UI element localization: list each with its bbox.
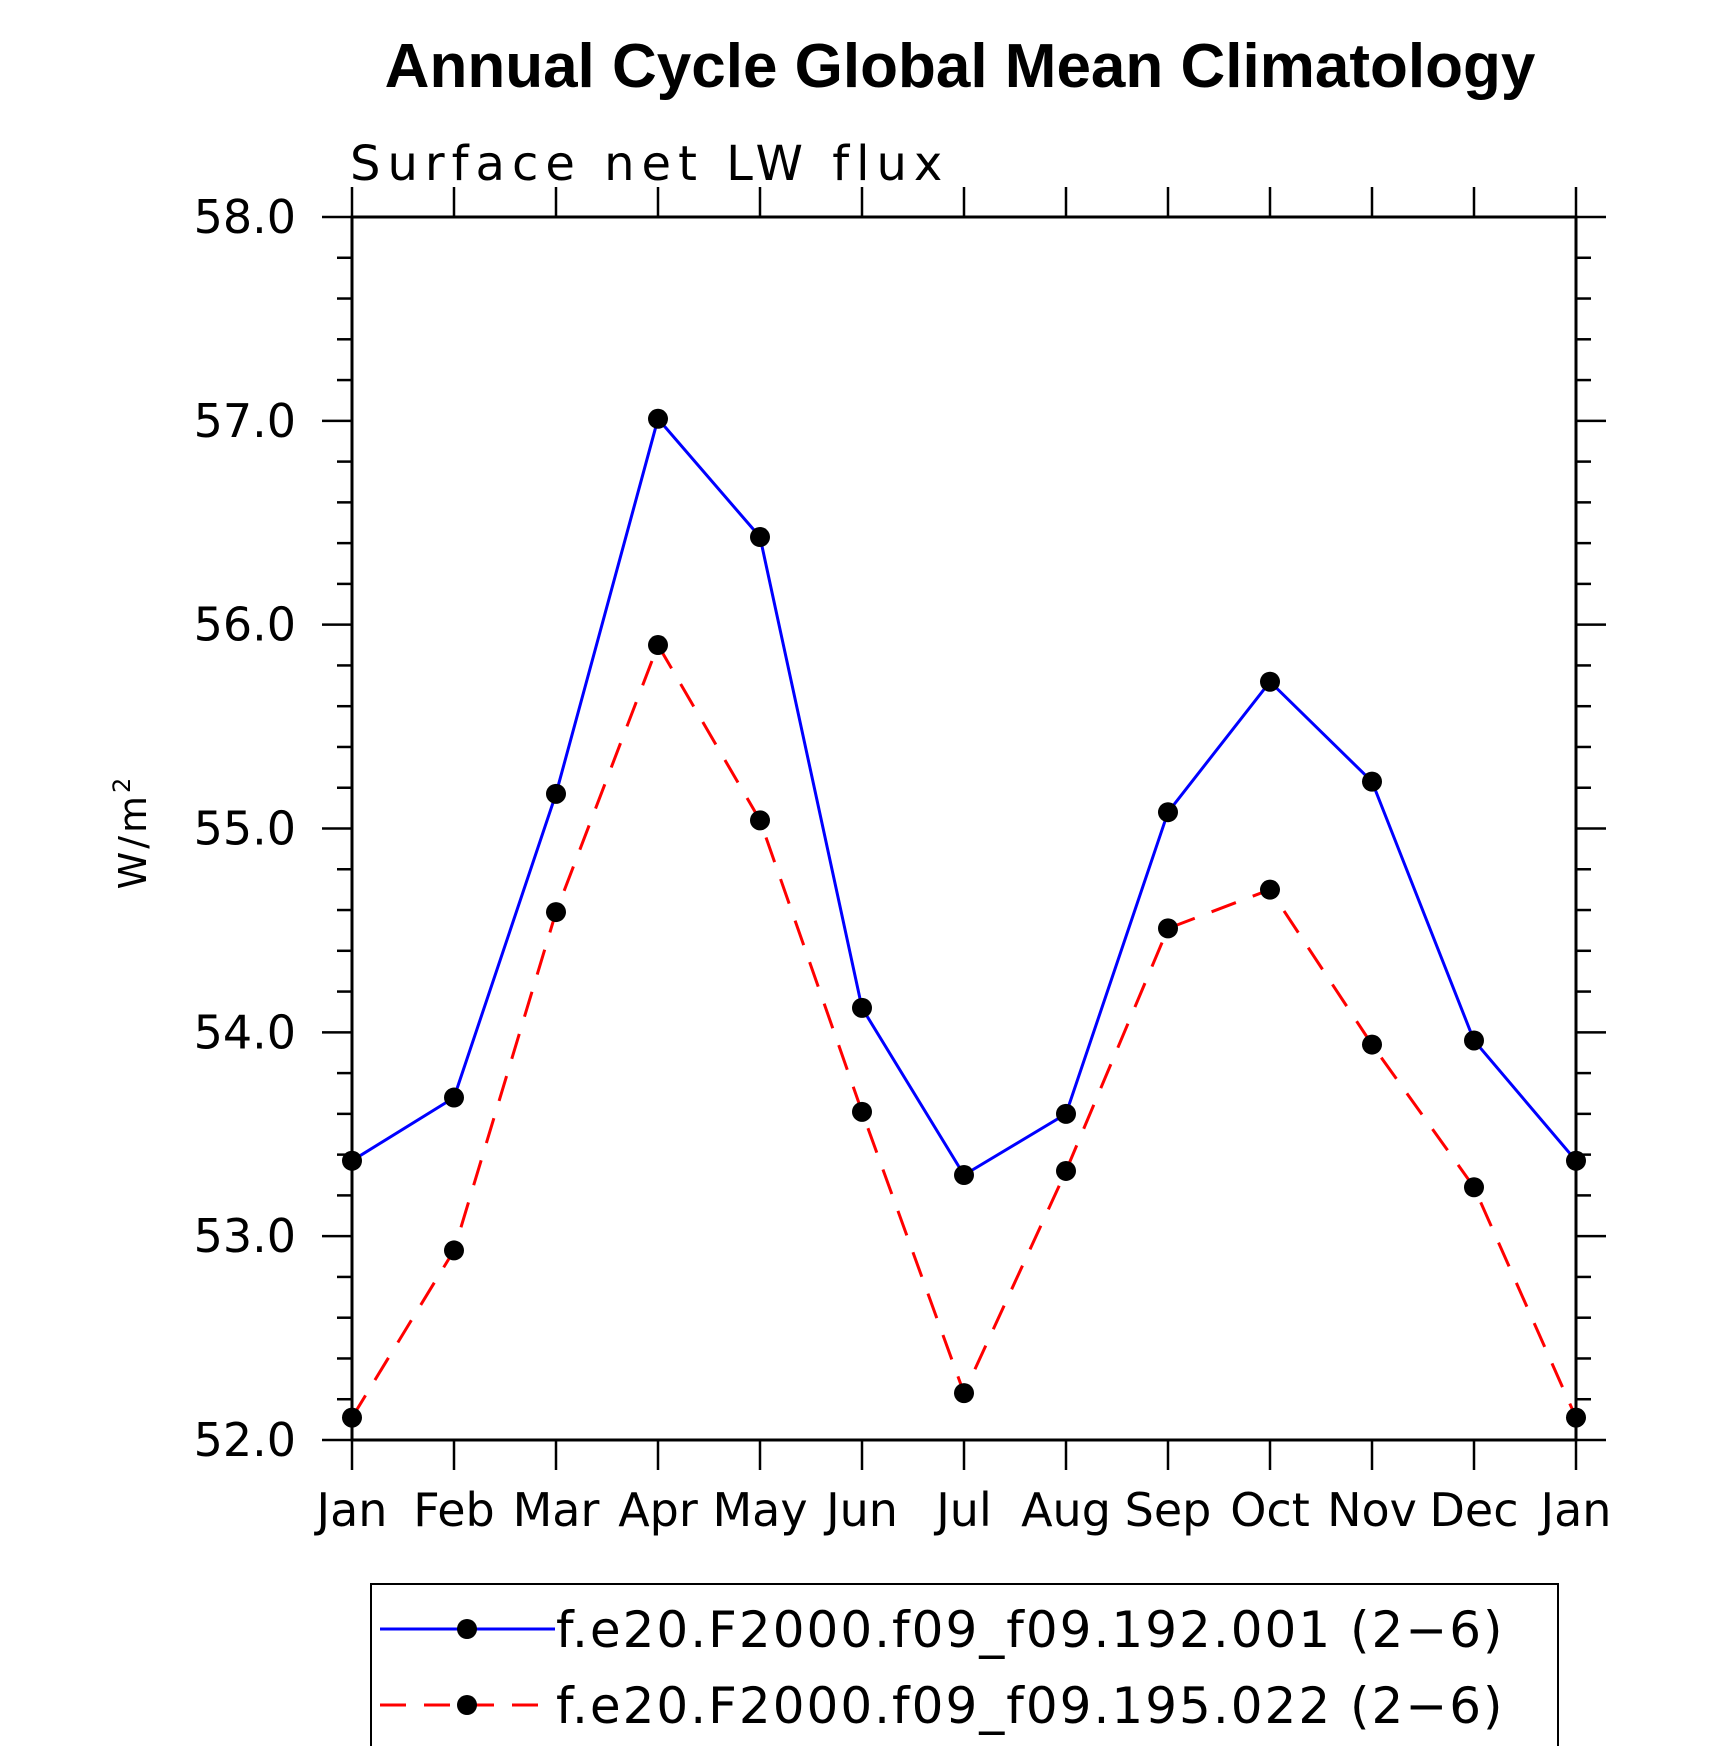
chart-title: Annual Cycle Global Mean Climatology bbox=[385, 32, 1536, 101]
x-tick-label: Dec bbox=[1429, 1483, 1518, 1537]
chart-subtitle: Surface net LW flux bbox=[350, 136, 949, 192]
ticks bbox=[322, 187, 1606, 1470]
series-1-point bbox=[852, 997, 872, 1018]
series-2-point bbox=[1566, 1407, 1586, 1428]
series-1-point bbox=[1158, 802, 1178, 823]
series-2-point bbox=[546, 902, 566, 923]
series-2-point bbox=[1464, 1177, 1484, 1198]
x-tick-label: Mar bbox=[513, 1483, 600, 1537]
series-1-point bbox=[1362, 771, 1382, 792]
x-tick-labels: Jan Feb Mar Apr May Jun Jul Aug Sep Oct Nov Dec Jan bbox=[314, 1483, 1612, 1537]
x-tick-label: Jun bbox=[823, 1483, 898, 1537]
series-2-point bbox=[444, 1240, 464, 1261]
series-1-point bbox=[546, 783, 566, 804]
y-tick-label: 54.0 bbox=[194, 1005, 296, 1059]
series-2-point bbox=[342, 1407, 362, 1428]
series-2-point bbox=[1362, 1034, 1382, 1055]
legend-marker-series-1 bbox=[457, 1619, 477, 1639]
series-2-point bbox=[852, 1101, 872, 1122]
y-tick-label: 58.0 bbox=[194, 190, 296, 244]
series-2-point bbox=[1260, 879, 1280, 900]
legend-label-series-1: f.e20.F2000.f09_f09.192.001 (2−6) bbox=[556, 1601, 1505, 1659]
legend-marker-series-2 bbox=[457, 1695, 477, 1715]
x-tick-label: Oct bbox=[1230, 1483, 1310, 1537]
series-1-point bbox=[954, 1165, 974, 1186]
x-tick-label: Jul bbox=[933, 1483, 992, 1537]
x-tick-label: Feb bbox=[413, 1483, 494, 1537]
y-axis-label-text: W/m bbox=[111, 793, 155, 889]
series-1-point bbox=[342, 1150, 362, 1171]
x-tick-label: May bbox=[712, 1483, 807, 1537]
series-1-point bbox=[1464, 1030, 1484, 1051]
x-tick-label: Nov bbox=[1327, 1483, 1417, 1537]
y-axis-label: W/m2 bbox=[108, 775, 155, 890]
series-2-point bbox=[648, 635, 668, 656]
y-tick-labels: 52.0 53.0 54.0 55.0 56.0 57.0 58.0 bbox=[194, 190, 296, 1467]
x-tick-label: Jan bbox=[1538, 1483, 1612, 1537]
x-tick-label: Aug bbox=[1021, 1483, 1111, 1537]
x-tick-label: Jan bbox=[314, 1483, 388, 1537]
y-axis-label-superscript: 2 bbox=[108, 775, 136, 793]
series-2-point bbox=[954, 1383, 974, 1404]
series-1-point bbox=[444, 1087, 464, 1108]
x-tick-label: Sep bbox=[1125, 1483, 1212, 1537]
legend-label-series-2: f.e20.F2000.f09_f09.195.022 (2−6) bbox=[556, 1677, 1505, 1735]
series-2-point bbox=[1056, 1160, 1076, 1181]
series-2-point bbox=[750, 810, 770, 831]
series-line-2 bbox=[350, 641, 1578, 1419]
legend: f.e20.F2000.f09_f09.192.001 (2−6) f.e20.… bbox=[370, 1583, 1559, 1746]
data-series bbox=[342, 408, 1586, 1428]
legend-box bbox=[370, 1583, 1559, 1746]
y-tick-label: 53.0 bbox=[194, 1209, 296, 1263]
series-line-1 bbox=[351, 415, 1578, 1178]
series-2-point bbox=[1158, 918, 1178, 939]
y-tick-label: 52.0 bbox=[194, 1413, 296, 1467]
series-1-point bbox=[648, 408, 668, 429]
x-tick-label: Apr bbox=[618, 1483, 698, 1537]
plot-frame bbox=[350, 215, 1578, 1442]
svg-text:W/m2: W/m2 bbox=[108, 775, 155, 890]
series-1-point bbox=[1260, 671, 1280, 692]
series-1-point bbox=[1566, 1150, 1586, 1171]
series-1-point bbox=[750, 527, 770, 548]
y-tick-label: 56.0 bbox=[194, 598, 296, 652]
series-1-point bbox=[1056, 1103, 1076, 1124]
y-tick-label: 55.0 bbox=[194, 802, 296, 856]
y-tick-label: 57.0 bbox=[194, 394, 296, 448]
